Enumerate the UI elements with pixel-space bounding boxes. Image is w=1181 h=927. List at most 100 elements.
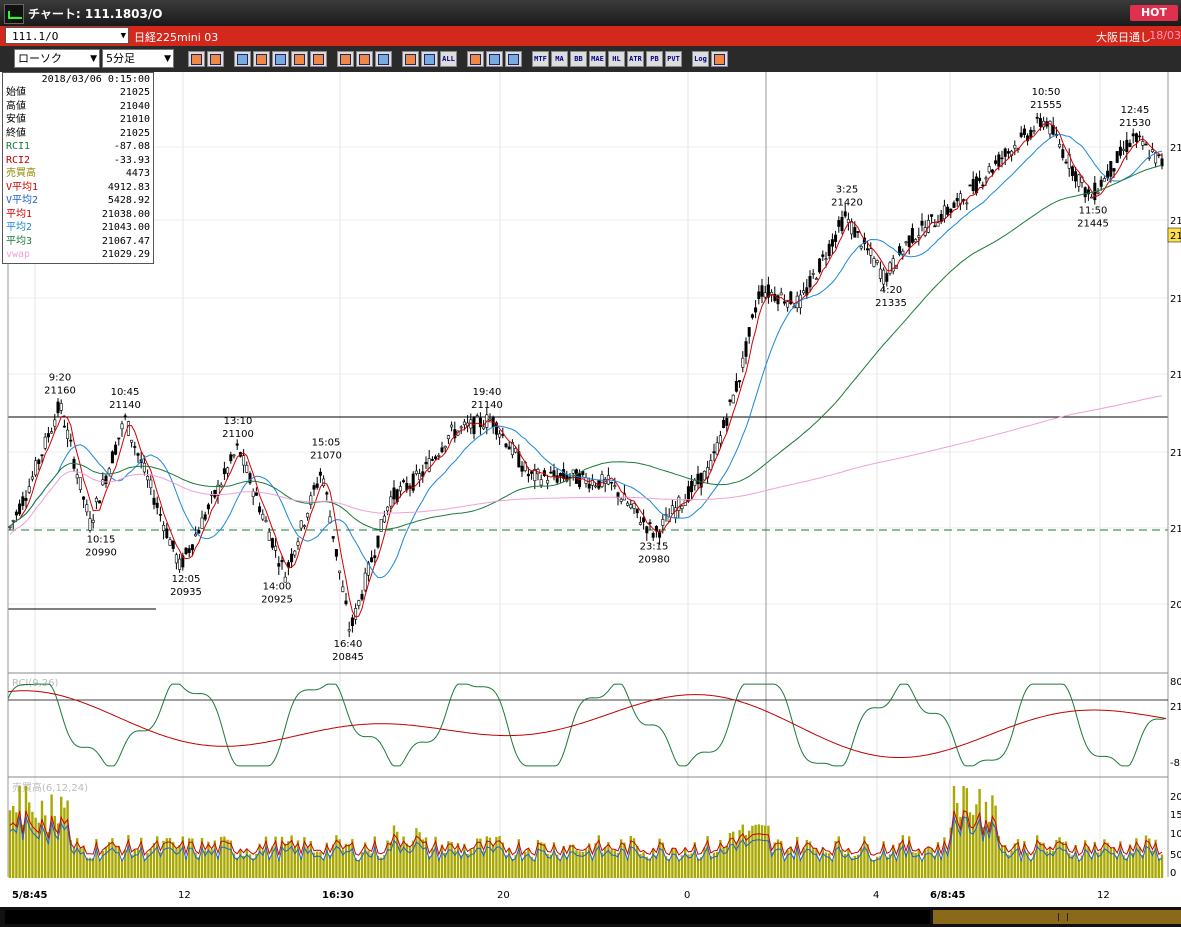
volume-bar bbox=[1058, 837, 1061, 878]
chart-area[interactable]: 9:20 21160 10:45 21140 10:15 20990 12:05 20935 1… bbox=[0, 72, 1181, 907]
hot-button[interactable]: HOT bbox=[1130, 5, 1178, 21]
settings-icon[interactable] bbox=[467, 51, 484, 67]
chart-icon[interactable] bbox=[272, 51, 289, 67]
annotation-time: 19:40 bbox=[473, 387, 502, 398]
ma3-line bbox=[9, 164, 1163, 531]
search-icon[interactable] bbox=[188, 51, 205, 67]
candle bbox=[533, 469, 537, 482]
grid-icon[interactable] bbox=[310, 51, 327, 67]
zoom-out-icon[interactable] bbox=[253, 51, 270, 67]
volume-bar bbox=[76, 838, 79, 878]
candle bbox=[776, 295, 780, 305]
bar-right-icon[interactable] bbox=[421, 51, 438, 67]
time-scrollbar[interactable] bbox=[0, 907, 1181, 927]
window-icon[interactable] bbox=[207, 51, 224, 67]
symbol-input[interactable]: 111.1/O ▼ bbox=[5, 27, 129, 44]
volume-bar bbox=[159, 852, 162, 878]
log-icon[interactable]: Log bbox=[692, 51, 709, 67]
volume-bar bbox=[632, 838, 636, 878]
volume-bar bbox=[735, 841, 738, 878]
volume-bar bbox=[232, 853, 236, 878]
time-axis-label: 12 bbox=[178, 890, 191, 901]
candle bbox=[354, 608, 358, 620]
info-value: 21010 bbox=[119, 114, 150, 125]
candle bbox=[514, 448, 518, 453]
volume-bar bbox=[751, 825, 754, 878]
timeframe-select[interactable]: 5分足 ▼ bbox=[102, 49, 174, 68]
volume-bar bbox=[527, 848, 530, 878]
candle bbox=[824, 258, 828, 261]
volume-bar bbox=[1039, 842, 1042, 878]
candle bbox=[382, 515, 386, 523]
candle bbox=[1022, 128, 1026, 136]
ma1-line bbox=[9, 122, 1163, 618]
pb-icon[interactable]: PB bbox=[646, 51, 663, 67]
volume-bar bbox=[364, 842, 367, 878]
candle bbox=[373, 555, 377, 559]
candle bbox=[981, 184, 985, 187]
candle bbox=[50, 431, 54, 434]
scrollbar-track[interactable] bbox=[5, 910, 930, 924]
chart-type-select[interactable]: ローソク ▼ bbox=[14, 49, 100, 68]
volume-bar bbox=[344, 843, 348, 878]
candle bbox=[235, 443, 239, 446]
candle bbox=[165, 528, 169, 538]
volume-bar bbox=[482, 851, 485, 878]
scrollbar-thumb[interactable] bbox=[933, 910, 1181, 924]
volume-bar bbox=[562, 846, 565, 878]
candle bbox=[1160, 158, 1164, 167]
mtf-icon[interactable]: MTF bbox=[532, 51, 549, 67]
export-icon[interactable] bbox=[711, 51, 728, 67]
bb-icon[interactable]: BB bbox=[570, 51, 587, 67]
volume-bar bbox=[540, 842, 543, 878]
volume-bar bbox=[415, 828, 418, 878]
volume-bar bbox=[63, 807, 66, 878]
candle bbox=[1077, 174, 1081, 187]
all-icon[interactable]: ALL bbox=[440, 51, 457, 67]
candle bbox=[46, 433, 50, 438]
candle bbox=[910, 228, 914, 243]
candle bbox=[1003, 148, 1007, 157]
bar-left-icon[interactable] bbox=[402, 51, 419, 67]
info-label: RCI1 bbox=[6, 141, 31, 152]
grip-icon[interactable] bbox=[1058, 913, 1068, 921]
chevron-down-icon[interactable]: ▼ bbox=[120, 31, 126, 41]
candle bbox=[1032, 130, 1036, 132]
move-icon[interactable] bbox=[291, 51, 308, 67]
volume-bar bbox=[325, 842, 328, 878]
candle bbox=[338, 570, 342, 574]
candle bbox=[898, 246, 902, 255]
price-axis-label: 20 bbox=[1170, 600, 1181, 611]
palette-icon[interactable] bbox=[505, 51, 522, 67]
info-label: V平均1 bbox=[6, 181, 39, 193]
volume-bar bbox=[936, 842, 940, 878]
brush-icon[interactable] bbox=[486, 51, 503, 67]
pvt-icon[interactable]: PVT bbox=[665, 51, 682, 67]
zoom-in-icon[interactable] bbox=[234, 51, 251, 67]
candle bbox=[181, 555, 185, 568]
candle bbox=[245, 464, 249, 473]
ma-icon[interactable]: MA bbox=[551, 51, 568, 67]
candle bbox=[709, 460, 713, 470]
info-value: -87.08 bbox=[113, 141, 150, 152]
annotation-price: 20845 bbox=[332, 652, 364, 663]
candle bbox=[1090, 196, 1094, 199]
candle bbox=[194, 533, 198, 537]
volume-bar bbox=[1013, 843, 1016, 878]
mae-icon[interactable]: MAE bbox=[589, 51, 606, 67]
volume-bar bbox=[1000, 845, 1004, 878]
candle bbox=[760, 285, 764, 297]
cursor-icon[interactable] bbox=[356, 51, 373, 67]
chart-canvas[interactable]: 9:20 21160 10:45 21140 10:15 20990 12:05 20935 1… bbox=[0, 72, 1181, 907]
candle bbox=[411, 473, 415, 491]
arrow-icon[interactable] bbox=[375, 51, 392, 67]
draw-icon[interactable] bbox=[337, 51, 354, 67]
chevron-down-icon[interactable]: ▼ bbox=[164, 54, 171, 64]
chevron-down-icon[interactable]: ▼ bbox=[90, 54, 97, 64]
title-bar: チャート: 111.1803/O HOT bbox=[0, 0, 1181, 26]
volume-bar bbox=[376, 855, 380, 878]
atr-icon[interactable]: ATR bbox=[627, 51, 644, 67]
hl-icon[interactable]: HL bbox=[608, 51, 625, 67]
volume-bar bbox=[1138, 846, 1141, 878]
annotation-time: 3:25 bbox=[836, 185, 858, 196]
